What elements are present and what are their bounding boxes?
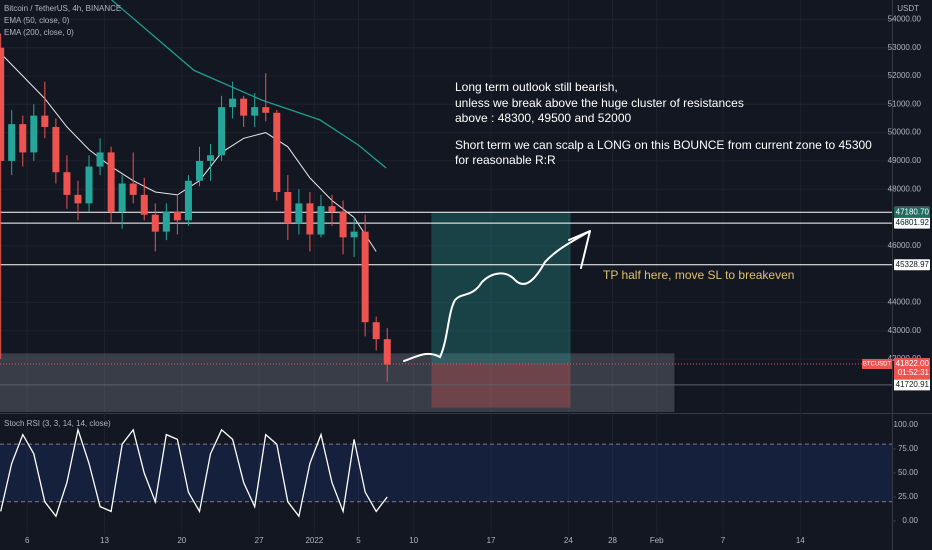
- last-price-label: 41822.00: [896, 359, 930, 368]
- y-tick-label: 52000.00: [888, 71, 922, 80]
- y-tick-label: 50.00: [898, 468, 919, 477]
- candle-body: [361, 231, 369, 323]
- candle-body: [118, 183, 126, 212]
- annotation: for reasonable R:R: [455, 153, 556, 167]
- candle-body: [218, 107, 226, 156]
- candle-body: [372, 322, 380, 340]
- low-tag: [894, 379, 930, 391]
- candle-body: [173, 211, 181, 221]
- axis-unit: USDT: [897, 4, 919, 13]
- candle-body: [151, 214, 159, 232]
- annotation: unless we break above the huge cluster o…: [455, 96, 744, 110]
- y-tick-label: 75.00: [898, 444, 919, 453]
- x-tick-label: 24: [564, 536, 573, 545]
- chart-title: Bitcoin / TetherUS, 4h, BINANCE: [4, 4, 121, 13]
- target-tag: [894, 206, 930, 218]
- target-box: [431, 212, 571, 365]
- candle-body: [107, 152, 115, 212]
- annotation: Short term we can scalp a LONG on this B…: [455, 138, 872, 152]
- level-label: 45328.97: [896, 260, 930, 269]
- candle-body: [273, 112, 281, 193]
- indicator-title: Stoch RSI (3, 3, 14, 14, close): [4, 419, 111, 428]
- x-tick-label: 13: [100, 536, 109, 545]
- x-tick-label: 6: [25, 536, 30, 545]
- candle-body: [19, 124, 27, 153]
- x-tick-label: 7: [721, 536, 726, 545]
- candle-body: [30, 115, 38, 153]
- candle-body: [195, 160, 203, 181]
- candle-body: [129, 183, 137, 195]
- ema-line: [111, 0, 387, 169]
- annotation: above : 48300, 49500 and 52000: [455, 111, 631, 125]
- stop-box: [431, 364, 571, 408]
- legend-entry: EMA (50, close, 0): [4, 16, 70, 25]
- hand-drawn-arrow: [403, 230, 591, 362]
- candle-body: [162, 211, 170, 232]
- last-price-tag: [894, 358, 930, 380]
- candle-body: [85, 166, 93, 204]
- candle-body: [207, 155, 215, 161]
- y-tick-label: 0.00: [902, 516, 918, 525]
- x-tick-label: 27: [255, 536, 264, 545]
- x-tick-label: 14: [796, 536, 805, 545]
- candle-body: [52, 126, 60, 173]
- candle-body: [350, 231, 358, 238]
- y-tick-label: 49000.00: [888, 156, 922, 165]
- candle-body: [240, 98, 248, 116]
- y-tick-label: 53000.00: [888, 43, 922, 52]
- tp-annotation: TP half here, move SL to breakeven: [603, 268, 794, 282]
- stoch-line: [0, 427, 388, 518]
- candle-body: [63, 172, 71, 195]
- y-tick-label: 46000.00: [888, 241, 922, 250]
- candle-body: [229, 98, 237, 108]
- candle-body: [41, 115, 49, 127]
- symbol-tag: [862, 359, 892, 370]
- candle-body: [383, 339, 391, 365]
- y-tick-label: 48000.00: [888, 184, 922, 193]
- y-tick-label: 50000.00: [888, 128, 922, 137]
- legend-entry: EMA (200, close, 0): [4, 28, 74, 37]
- candle-body: [306, 203, 314, 235]
- candle-body: [251, 107, 259, 116]
- candle-body: [140, 194, 148, 215]
- level-label: 46801.92: [896, 218, 930, 227]
- x-tick-label: 5: [356, 536, 361, 545]
- candle-body: [317, 206, 325, 235]
- low-label: 41720.91: [896, 380, 930, 389]
- candle-body: [96, 152, 104, 167]
- candle-body: [184, 180, 192, 221]
- candle-body: [8, 124, 16, 161]
- x-tick-label: 17: [487, 536, 496, 545]
- y-tick-label: 43000.00: [888, 326, 922, 335]
- annotation: Long term outlook still bearish,: [455, 80, 618, 94]
- candle-body: [295, 203, 303, 224]
- support-zone: [0, 353, 675, 412]
- x-tick-label: 20: [177, 536, 186, 545]
- x-tick-label: 2022: [305, 536, 323, 545]
- candle-body: [284, 192, 292, 224]
- x-tick-label: 28: [608, 536, 617, 545]
- y-tick-label: 25.00: [898, 492, 919, 501]
- level-tag: [894, 259, 930, 271]
- candle-body: [0, 47, 5, 161]
- band-fill: [0, 444, 892, 502]
- countdown-label: 01:52:31: [898, 368, 930, 377]
- target-label: 47180.70: [896, 207, 930, 216]
- candle-body: [262, 107, 270, 113]
- y-tick-label: 54000.00: [888, 15, 922, 24]
- y-tick-label: 100.00: [894, 420, 919, 429]
- y-tick-label: 51000.00: [888, 99, 922, 108]
- symbol-label: BTCUSDT: [863, 362, 892, 368]
- x-tick-label: Feb: [650, 536, 664, 545]
- candle-body: [339, 211, 347, 238]
- level-tag: [894, 217, 930, 229]
- candle-body: [328, 206, 336, 212]
- candle-body: [74, 194, 82, 204]
- y-tick-label: 44000.00: [888, 298, 922, 307]
- x-tick-label: 10: [409, 536, 418, 545]
